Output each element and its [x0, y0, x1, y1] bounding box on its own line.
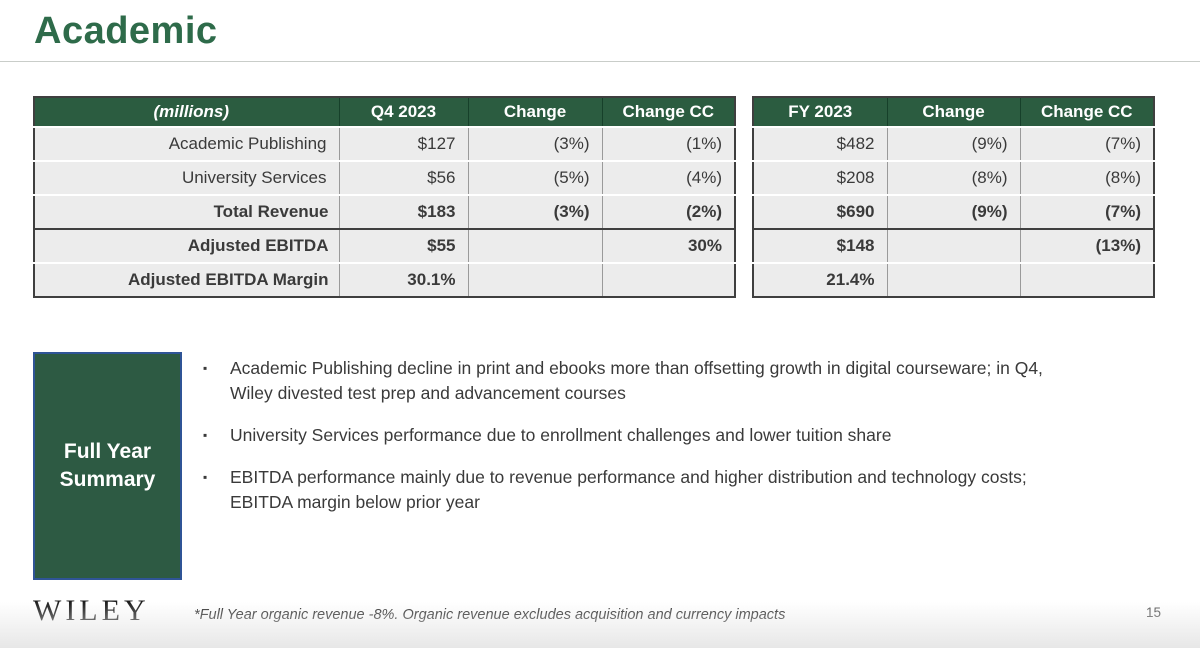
cell-change-cc: (13%) [1019, 228, 1154, 263]
full-year-summary-box: Full Year Summary [33, 352, 182, 580]
table-row-total-revenue: Total Revenue $183 (3%) (2%) [34, 194, 735, 229]
cell-change: (5%) [467, 160, 602, 195]
cell-fy-value: $208 [753, 160, 887, 195]
cell-change-cc [601, 262, 735, 297]
list-item: ▪ University Services performance due to… [203, 423, 1133, 448]
cell-change-cc: (7%) [1019, 126, 1154, 161]
cell-change [886, 228, 1020, 263]
fy-header-fy-2023: FY 2023 [753, 97, 887, 127]
table-row-total-revenue: $690 (9%) (7%) [753, 194, 1154, 229]
bullet-text: Academic Publishing decline in print and… [230, 358, 1043, 403]
cell-change [467, 228, 602, 263]
table-row-adjusted-ebitda: $148 (13%) [753, 228, 1154, 263]
summary-bullet-list: ▪ Academic Publishing decline in print a… [203, 356, 1133, 531]
list-item: ▪ Academic Publishing decline in print a… [203, 356, 1133, 406]
wiley-logo: WILEY [33, 594, 150, 627]
q4-table-header-row: (millions) Q4 2023 Change Change CC [34, 97, 735, 127]
title-divider [0, 61, 1200, 62]
footnote: *Full Year organic revenue -8%. Organic … [194, 607, 786, 623]
cell-fy-value: $482 [753, 126, 887, 161]
table-row-adjusted-ebitda-margin: Adjusted EBITDA Margin 30.1% [34, 262, 735, 297]
cell-q4-value: $55 [338, 228, 468, 263]
cell-change: (3%) [467, 194, 602, 229]
cell-fy-value: 21.4% [753, 262, 887, 297]
row-label: University Services [34, 160, 339, 195]
cell-change-cc: (2%) [601, 194, 735, 229]
row-label: Academic Publishing [34, 126, 339, 161]
fy-results-table: FY 2023 Change Change CC $482 (9%) (7%) … [752, 96, 1155, 298]
list-item: ▪ EBITDA performance mainly due to reven… [203, 465, 1133, 515]
cell-change: (9%) [886, 126, 1020, 161]
row-label: Adjusted EBITDA [34, 228, 339, 263]
cell-q4-value: 30.1% [338, 262, 468, 297]
cell-fy-value: $148 [753, 228, 887, 263]
cell-change: (3%) [467, 126, 602, 161]
square-bullet-icon: ▪ [203, 427, 208, 442]
full-year-summary-label: Full Year Summary [59, 439, 156, 491]
cell-q4-value: $56 [338, 160, 468, 195]
cell-change-cc: (7%) [1019, 194, 1154, 229]
page-title: Academic [34, 10, 218, 52]
square-bullet-icon: ▪ [203, 361, 208, 375]
table-row: University Services $56 (5%) (4%) [34, 160, 735, 195]
page-number: 15 [1146, 605, 1162, 620]
table-row: $482 (9%) (7%) [753, 126, 1154, 161]
table-row-adjusted-ebitda: Adjusted EBITDA $55 30% [34, 228, 735, 263]
fy-header-change: Change [886, 97, 1020, 127]
table-row: $208 (8%) (8%) [753, 160, 1154, 195]
row-label: Total Revenue [34, 194, 339, 229]
table-row: Academic Publishing $127 (3%) (1%) [34, 126, 735, 161]
q4-header-change-cc: Change CC [601, 97, 735, 127]
cell-change: (8%) [886, 160, 1020, 195]
cell-change-cc: 30% [601, 228, 735, 263]
cell-change-cc: (1%) [601, 126, 735, 161]
cell-q4-value: $127 [338, 126, 468, 161]
fy-header-change-cc: Change CC [1019, 97, 1154, 127]
cell-change-cc: (4%) [601, 160, 735, 195]
cell-q4-value: $183 [338, 194, 468, 229]
cell-fy-value: $690 [753, 194, 887, 229]
bullet-text: University Services performance due to e… [230, 424, 892, 445]
cell-change: (9%) [886, 194, 1020, 229]
fy-table-header-row: FY 2023 Change Change CC [753, 97, 1154, 127]
q4-results-table: (millions) Q4 2023 Change Change CC Acad… [33, 96, 736, 298]
cell-change-cc: (8%) [1019, 160, 1154, 195]
cell-change-cc [1019, 262, 1154, 297]
q4-header-millions: (millions) [34, 97, 339, 127]
cell-change [467, 262, 602, 297]
bullet-text: EBITDA performance mainly due to revenue… [230, 466, 1027, 512]
square-bullet-icon: ▪ [203, 469, 208, 484]
q4-header-q4-2023: Q4 2023 [338, 97, 468, 127]
table-row-adjusted-ebitda-margin: 21.4% [753, 262, 1154, 297]
row-label: Adjusted EBITDA Margin [34, 262, 339, 297]
cell-change [886, 262, 1020, 297]
q4-header-change: Change [467, 97, 602, 127]
